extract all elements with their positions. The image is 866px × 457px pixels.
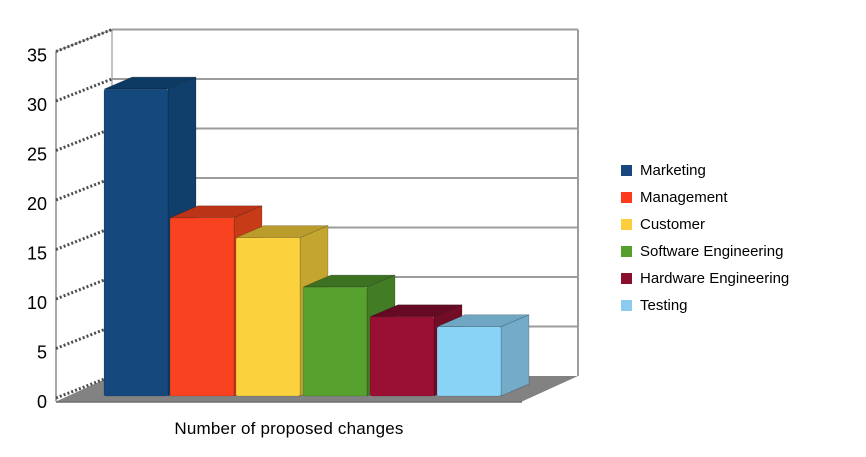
y-tick-ribbon-15 (55, 226, 113, 251)
y-tick-ribbon-25 (55, 127, 113, 152)
legend-item-customer: Customer (621, 211, 789, 238)
y-tick-label-25: 25 (27, 145, 47, 165)
bar-front-face (235, 237, 301, 397)
bar-front-face (369, 316, 435, 397)
legend-label: Software Engineering (640, 243, 784, 260)
legend-label: Marketing (640, 162, 706, 179)
legend-swatch (621, 165, 632, 176)
legend-label: Hardware Engineering (640, 270, 790, 287)
legend-item-testing: Testing (621, 292, 789, 319)
y-tick-ribbon-30 (55, 77, 113, 103)
bar-front-face (103, 88, 169, 397)
legend-item-software-engineering: Software Engineering (621, 238, 789, 265)
y-tick-label-15: 15 (27, 244, 47, 264)
y-tick-label-20: 20 (27, 194, 47, 214)
y-tick-ribbon-5 (55, 325, 113, 350)
y-tick-ribbon-35 (55, 28, 113, 53)
legend-item-marketing: Marketing (621, 157, 789, 184)
y-tick-label-5: 5 (37, 343, 47, 363)
y-tick-ribbon-0 (55, 374, 113, 400)
y-tick-label-10: 10 (27, 293, 47, 313)
legend-swatch (621, 192, 632, 203)
bar-front-face (302, 286, 368, 397)
y-tick-ribbon-20 (55, 176, 113, 202)
y-tick-label-30: 30 (27, 95, 47, 115)
legend-swatch (621, 300, 632, 311)
bar-side-face (500, 314, 530, 397)
y-tick-label-0: 0 (37, 392, 47, 412)
legend-label: Management (640, 189, 728, 206)
x-axis-title: Number of proposed changes (174, 419, 404, 438)
y-tick-label-35: 35 (27, 46, 47, 66)
bar-front-face (169, 217, 235, 397)
legend: Marketing Management Customer Software Engi… (621, 157, 789, 319)
legend-swatch (621, 273, 632, 284)
legend-swatch (621, 246, 632, 257)
bar-front-face (436, 326, 502, 397)
legend-swatch (621, 219, 632, 230)
y-tick-ribbon-10 (55, 275, 113, 301)
legend-item-hardware-engineering: Hardware Engineering (621, 265, 789, 292)
bar-testing (436, 314, 530, 397)
legend-item-management: Management (621, 184, 789, 211)
legend-label: Customer (640, 216, 706, 233)
legend-label: Testing (640, 297, 688, 314)
